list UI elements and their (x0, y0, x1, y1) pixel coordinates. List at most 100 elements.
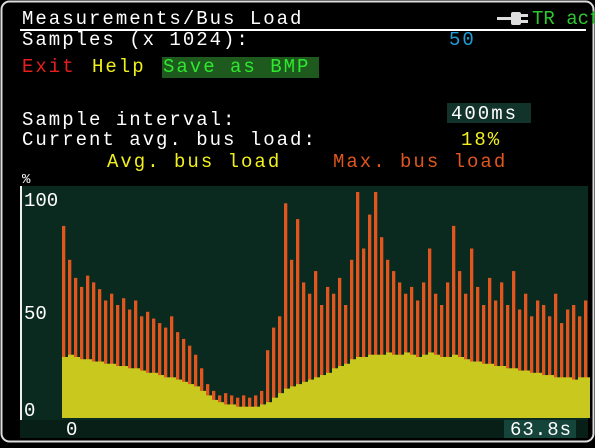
avg-bar (440, 356, 446, 418)
max-bar (470, 248, 474, 418)
max-bar (398, 282, 402, 418)
avg-bar (260, 404, 266, 418)
max-bar (266, 350, 270, 418)
interval-box (447, 103, 531, 123)
avg-bar (434, 354, 440, 418)
avg-bar (74, 356, 80, 418)
max-bar (104, 300, 108, 418)
max-bar (356, 192, 360, 418)
avg-bar (332, 368, 338, 418)
avg-bar (428, 352, 434, 418)
max-bar (530, 316, 534, 418)
avg-bar (272, 397, 278, 418)
menu-exit[interactable]: Exit (22, 56, 76, 78)
max-bar (572, 305, 576, 418)
avg-bar (416, 356, 422, 418)
avg-bar (128, 368, 134, 418)
title: Measurements/Bus Load (22, 8, 303, 30)
avg-bar (554, 377, 560, 418)
avg-bar (296, 384, 302, 418)
avg-bar (236, 406, 242, 418)
status: TR act (532, 8, 595, 30)
avg-bar (206, 395, 212, 418)
avg-bar (350, 359, 356, 418)
avg-bar (536, 372, 542, 418)
avg-bar (512, 368, 518, 418)
max-bar (566, 309, 570, 418)
max-bar (158, 323, 162, 418)
avg-bar (476, 361, 482, 418)
max-bar (422, 282, 426, 418)
max-bar (392, 271, 396, 418)
avg-bar (470, 361, 476, 418)
avg-bar (134, 368, 140, 418)
x-tick-label: 0 (66, 419, 78, 441)
max-bar (272, 327, 276, 418)
max-bar (176, 332, 180, 418)
legend-avg: Avg. bus load (107, 151, 281, 173)
avg-bar (368, 354, 374, 418)
avg-bar (410, 354, 416, 418)
avg-bar (386, 352, 392, 418)
menu-save[interactable]: Save as BMP (163, 56, 310, 78)
avg-bar (254, 406, 260, 418)
max-bar (500, 282, 504, 418)
menu-help[interactable]: Help (92, 56, 146, 78)
y-unit: % (22, 172, 31, 188)
interval-value: 400ms (451, 103, 518, 125)
avg-bar (494, 366, 500, 418)
avg-bar (98, 361, 104, 418)
avg-bar (242, 406, 248, 418)
avg-bar (122, 366, 128, 418)
avg-bar (452, 354, 458, 418)
samples-label: Samples (x 1024): (22, 29, 250, 51)
avg-bar (446, 356, 452, 418)
max-bar (74, 277, 78, 418)
samples-value: 50 (449, 29, 476, 51)
max-bar (344, 305, 348, 418)
max-bar (164, 327, 168, 418)
avg-bar (422, 354, 428, 418)
max-bar (512, 271, 516, 418)
max-bar (302, 282, 306, 418)
avg-bar (362, 356, 368, 418)
avg-bar (506, 368, 512, 418)
avg-bar (530, 372, 536, 418)
max-bar (98, 289, 102, 418)
max-bar (146, 311, 150, 418)
max-bar (332, 293, 336, 418)
y-tick-label: 0 (24, 400, 35, 422)
avg-bar (464, 359, 470, 418)
avg-bar (86, 359, 92, 418)
avg-bar (374, 354, 380, 418)
plug-icon (497, 12, 528, 25)
avg-bar (278, 393, 284, 418)
avg-bar (404, 352, 410, 418)
avg-bar (380, 354, 386, 418)
avg-bar (482, 363, 488, 418)
max-bar (548, 316, 552, 418)
max-bar (428, 248, 432, 418)
max-bar (278, 316, 282, 418)
avg-bar (398, 354, 404, 418)
avg-bar (80, 359, 86, 418)
max-bar (554, 293, 558, 418)
max-bar (290, 259, 294, 418)
max-bar (80, 286, 84, 418)
x-tick-box (504, 420, 576, 438)
avg-bar (572, 379, 578, 418)
avg-bar (308, 379, 314, 418)
max-bar (62, 225, 66, 418)
max-bar (188, 345, 192, 418)
avg-bar (110, 363, 116, 418)
avg-bar (200, 390, 206, 418)
max-bar (446, 282, 450, 418)
avg-bar (116, 366, 122, 418)
max-bar (476, 286, 480, 418)
avg-bar (320, 375, 326, 418)
y-tick-label: 100 (24, 190, 58, 212)
avg-bar (392, 354, 398, 418)
avg-bar (62, 356, 68, 418)
avg-bar (230, 404, 236, 418)
avg-bar (188, 384, 194, 418)
